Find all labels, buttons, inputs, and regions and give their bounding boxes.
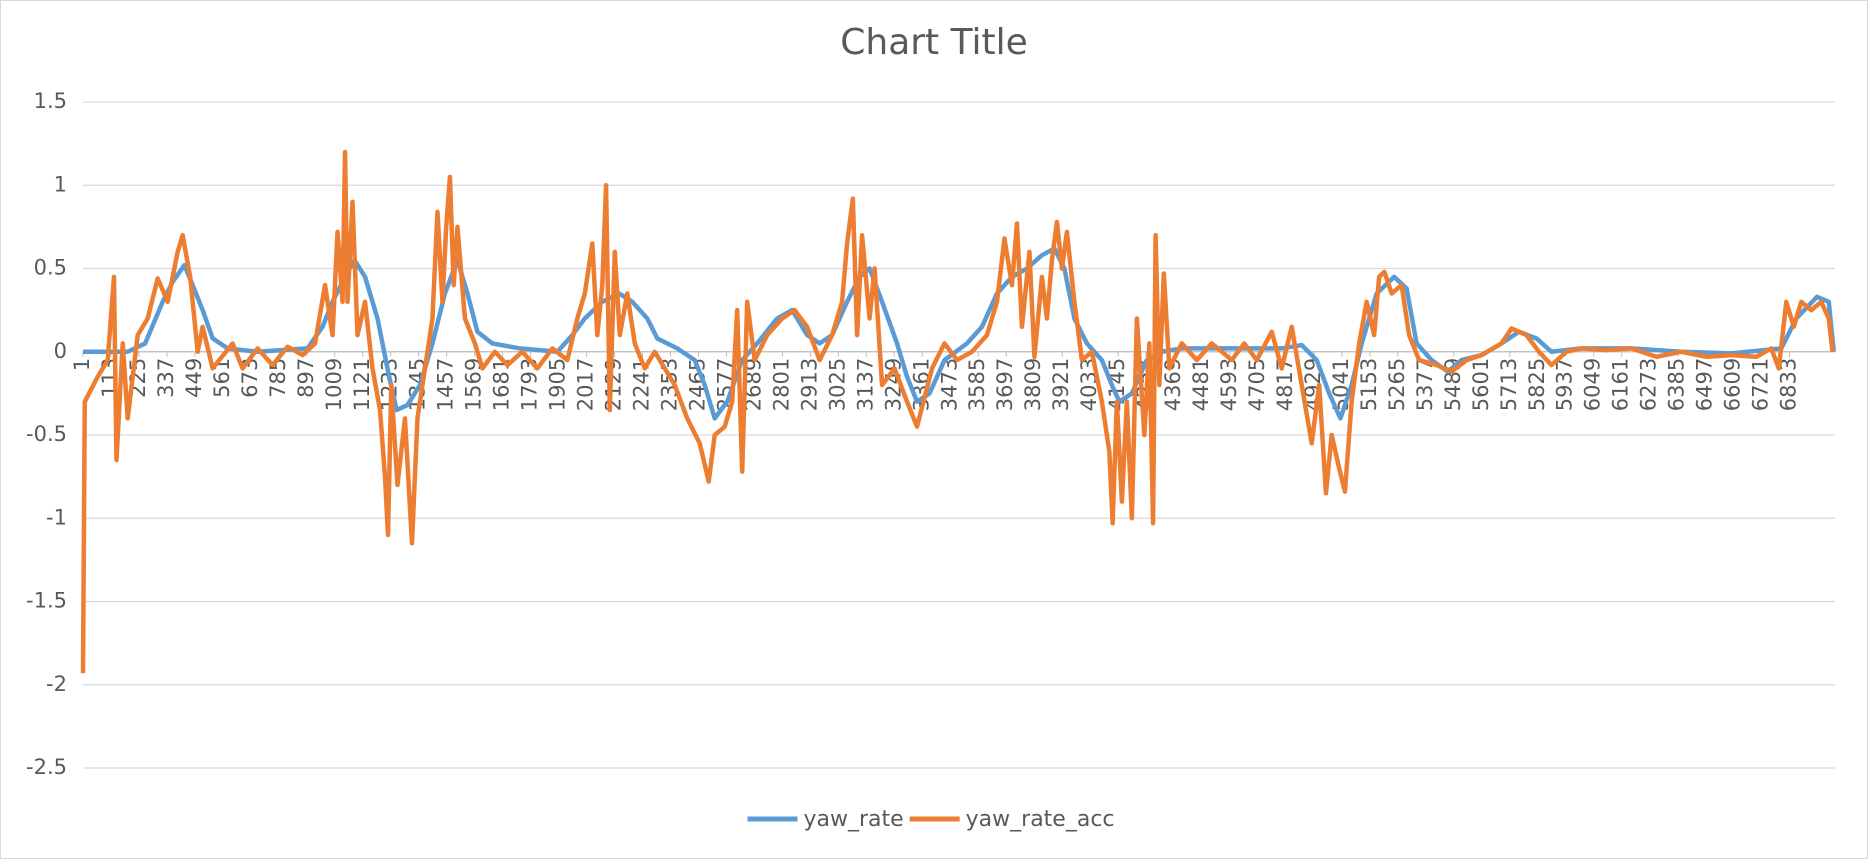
x-tick-label: 6273 [1637,358,1661,411]
x-tick-label: 337 [154,358,178,398]
chart-title: Chart Title [840,22,1028,63]
x-tick-label: 2241 [630,358,654,411]
x-tick-label: 4705 [1245,358,1269,411]
x-tick-label: 1457 [434,358,458,411]
series-line [80,149,1835,674]
x-tick-label: 4369 [1161,358,1185,411]
x-tick-label: 2913 [797,358,821,411]
x-tick-label: 4481 [1189,358,1213,411]
x-tick-label: 3585 [965,358,989,411]
legend-label: yaw_rate_acc [966,807,1115,832]
y-tick-label: -2.5 [26,755,67,779]
x-tick-label: 5937 [1553,358,1577,411]
x-tick-label: 2801 [769,358,793,411]
x-tick-label: 5601 [1469,358,1493,411]
x-tick-label: 6161 [1609,358,1633,411]
series-line [83,246,1836,421]
x-tick-label: 2017 [574,358,598,411]
x-tick-label: 5265 [1385,358,1409,411]
x-tick-label: 4593 [1217,358,1241,411]
y-tick-label: -1.5 [26,589,67,613]
y-tick-label: -1 [46,505,67,529]
x-tick-label: 4817 [1273,358,1297,411]
legend-label: yaw_rate [803,807,903,832]
x-tick-label: 5713 [1497,358,1521,411]
x-tick-label: 5825 [1525,358,1549,411]
x-tick-label: 3921 [1049,358,1073,411]
x-tick-label: 6497 [1693,358,1717,411]
y-tick-label: -2 [46,672,67,696]
x-tick-label: 3697 [993,358,1017,411]
y-tick-label: 0 [54,339,67,363]
y-tick-label: 1 [54,172,67,196]
x-tick-label: 6385 [1665,358,1689,411]
x-tick-label: 3809 [1021,358,1045,411]
x-tick-label: 6609 [1721,358,1745,411]
x-tick-label: 6049 [1581,358,1605,411]
x-tick-label: 1009 [322,358,346,411]
x-tick-label: 449 [182,358,206,398]
y-tick-label: -0.5 [26,422,67,446]
x-tick-label: 1121 [350,358,374,411]
x-tick-label: 3025 [825,358,849,411]
x-tick-label: 1681 [490,358,514,411]
x-tick-label: 6721 [1749,358,1773,411]
x-tick-label: 5377 [1413,358,1437,411]
y-tick-label: 1.5 [34,89,67,113]
x-tick-label: 2129 [602,358,626,411]
x-tick-label: 897 [294,358,318,398]
x-tick-label: 5153 [1357,358,1381,411]
x-tick-label: 3137 [853,358,877,411]
y-tick-label: 0.5 [34,256,67,280]
x-tick-label: 1905 [546,358,570,411]
x-tick-label: 1 [70,358,94,371]
